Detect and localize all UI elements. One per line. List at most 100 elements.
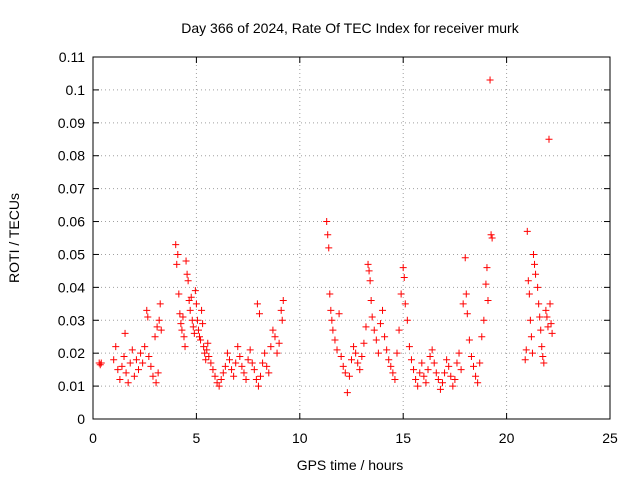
data-point [122,369,130,377]
data-point [275,339,283,347]
data-point [341,369,349,377]
data-point [395,326,403,334]
data-point [412,376,420,384]
grid-lines [93,57,610,419]
data-point [269,326,277,334]
data-point [463,310,471,318]
data-point [223,349,231,357]
data-point [242,376,250,384]
data-point [362,323,370,331]
data-point [461,254,469,262]
data-point [271,333,279,341]
data-point [155,316,163,324]
data-point [480,316,488,324]
data-point [112,343,120,351]
data-point [149,372,157,380]
data-point [151,333,159,341]
data-points [95,76,556,397]
data-point [358,352,366,360]
data-point [116,376,124,384]
data-point [379,306,387,314]
data-point [462,290,470,298]
data-point [457,366,465,374]
data-point [366,277,374,285]
y-tick-label: 0 [77,411,85,427]
data-point [535,300,543,308]
data-point [273,349,281,357]
data-point [204,339,212,347]
data-point [537,326,545,334]
data-point [257,372,265,380]
data-point [234,343,242,351]
data-point [331,336,339,344]
data-point [327,306,335,314]
data-point [236,352,244,360]
data-point [414,382,422,390]
data-point [177,320,185,328]
data-point [465,336,473,344]
data-point [254,382,262,390]
data-point [211,372,219,380]
data-point [221,362,229,370]
data-point [194,326,202,334]
data-point [261,349,269,357]
data-point [181,343,189,351]
data-point [482,280,490,288]
data-point [175,290,183,298]
data-point [447,372,455,380]
data-point [228,366,236,374]
data-point [205,352,213,360]
data-point [472,372,480,380]
data-point [265,369,273,377]
data-point [418,359,426,367]
data-point [522,346,530,354]
data-point [459,300,467,308]
data-point [372,336,380,344]
data-point [548,329,556,337]
y-tick-label: 0.1 [66,82,86,98]
data-point [246,346,254,354]
data-point [538,343,546,351]
data-point [339,362,347,370]
data-point [189,323,197,331]
x-tick-label: 25 [602,430,618,446]
data-point [263,362,271,370]
axis-ticks: 0 0.01 0.02 0.03 0.04 0.05 0.06 0.07 0.08 0.09 0.1… [58,49,618,446]
data-point [250,366,258,374]
data-point [523,227,531,235]
data-point [137,349,145,357]
data-point [391,376,399,384]
x-tick-label: 20 [499,430,515,446]
data-point [534,283,542,291]
data-point [432,369,440,377]
data-point [209,366,217,374]
data-point [434,376,442,384]
data-point [232,359,240,367]
data-point [546,300,554,308]
data-point [118,362,126,370]
data-point [524,277,532,285]
data-point [153,323,161,331]
data-point [114,366,122,374]
data-point [180,333,188,341]
data-point [356,366,364,374]
data-point [333,346,341,354]
y-axis-label: ROTI / TECUs [6,193,22,283]
data-point [178,326,186,334]
data-point [529,250,537,258]
data-point [240,369,248,377]
data-point [277,306,285,314]
data-point [410,366,418,374]
data-point [267,343,275,351]
data-point [350,343,358,351]
data-point [426,352,434,360]
data-point [207,359,215,367]
data-point [196,333,204,341]
data-point [364,260,372,268]
y-tick-label: 0.05 [58,246,85,262]
data-point [449,382,457,390]
data-point [124,379,132,387]
data-point [526,316,534,324]
data-point [352,349,360,357]
data-point [144,313,152,321]
